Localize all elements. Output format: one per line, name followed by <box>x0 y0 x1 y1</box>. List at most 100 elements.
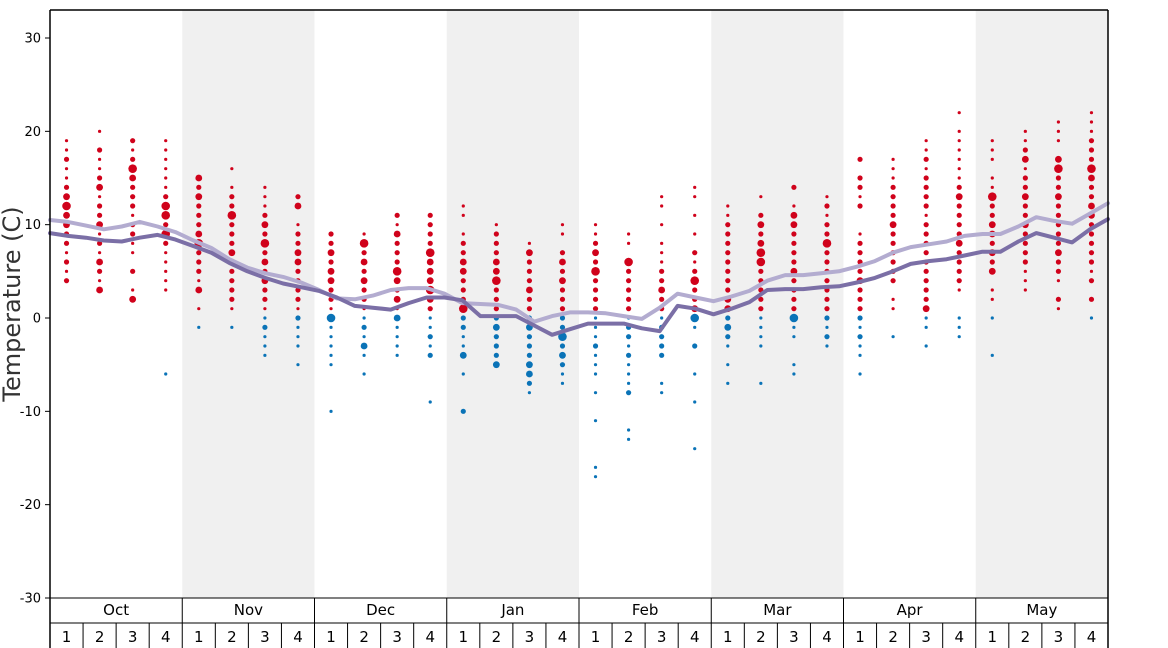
temperature-dot <box>130 194 136 200</box>
temperature-dot <box>1089 111 1094 115</box>
temperature-dot <box>262 324 268 330</box>
temperature-dot <box>164 260 168 264</box>
temperature-dot <box>660 316 664 320</box>
temperature-dot <box>625 287 632 293</box>
temperature-dot <box>97 279 102 283</box>
temperature-dot <box>329 353 333 357</box>
temperature-dot <box>1022 212 1028 218</box>
temperature-dot <box>792 335 796 339</box>
temperature-dot <box>493 296 499 302</box>
week-label: 2 <box>624 628 634 646</box>
temperature-dot <box>955 239 963 247</box>
temperature-dot <box>1089 120 1094 124</box>
temperature-dot <box>857 175 863 181</box>
temperature-dot <box>428 400 432 404</box>
temperature-dot <box>329 409 333 413</box>
month-label-may: May <box>1026 601 1057 619</box>
y-tick-label: 10 <box>24 218 41 233</box>
temperature-dot <box>956 259 962 265</box>
temperature-dot <box>857 184 863 190</box>
temperature-dot <box>559 306 566 312</box>
temperature-dot <box>560 223 565 227</box>
temperature-dot <box>492 323 500 331</box>
temperature-dot <box>230 307 234 311</box>
temperature-dot <box>692 268 698 274</box>
temperature-dot <box>592 343 599 349</box>
week-label: 1 <box>855 628 865 646</box>
week-label: 4 <box>558 628 568 646</box>
temperature-dot <box>890 231 896 237</box>
week-label: 1 <box>723 628 733 646</box>
temperature-dot <box>957 176 961 180</box>
temperature-dot <box>63 259 70 265</box>
temperature-dot <box>1022 250 1028 256</box>
temperature-dot <box>161 211 171 220</box>
temperature-dot <box>1088 240 1095 246</box>
temperature-dot <box>592 306 599 312</box>
temperature-dot <box>923 268 929 274</box>
temperature-dot <box>197 325 201 329</box>
temperature-dot <box>195 193 203 201</box>
temperature-dot <box>164 251 168 255</box>
temperature-dot <box>890 212 896 218</box>
temperature-dot <box>824 296 830 302</box>
temperature-dot <box>130 184 136 190</box>
temperature-dot <box>956 212 962 218</box>
temperature-dot <box>693 447 697 451</box>
temperature-dot <box>230 167 234 171</box>
temperature-dot <box>63 193 70 201</box>
y-axis-label: Temperature (C) <box>0 206 26 402</box>
temperature-dot <box>97 129 102 133</box>
temperature-dot <box>296 344 300 348</box>
temperature-dot <box>757 239 765 247</box>
temperature-dot <box>425 248 435 257</box>
temperature-dot <box>459 267 467 275</box>
temperature-dot <box>759 195 763 199</box>
temperature-dot <box>492 276 501 285</box>
temperature-dot <box>427 306 433 312</box>
temperature-dot <box>1022 259 1028 265</box>
week-label: 3 <box>789 628 799 646</box>
temperature-dot <box>693 232 697 236</box>
temperature-dot <box>130 268 136 274</box>
temperature-dot <box>294 202 302 210</box>
temperature-dot <box>361 324 367 330</box>
temperature-dot <box>492 267 500 275</box>
week-label: 4 <box>1087 628 1097 646</box>
temperature-dot <box>593 353 598 357</box>
temperature-dot <box>62 201 71 211</box>
temperature-dot <box>361 250 367 256</box>
temperature-dot <box>461 204 465 208</box>
temperature-dot <box>592 240 599 246</box>
temperature-dot <box>526 268 533 274</box>
temperature-dot <box>593 465 598 469</box>
week-label: 1 <box>194 628 204 646</box>
temperature-dot <box>626 372 631 376</box>
temperature-dot <box>459 351 467 359</box>
temperature-dot <box>625 352 632 358</box>
temperature-dot <box>725 315 731 321</box>
temperature-dot <box>262 287 268 293</box>
temperature-dot <box>592 296 599 302</box>
temperature-dot <box>426 267 434 275</box>
temperature-dot <box>1055 155 1062 163</box>
temperature-dot <box>130 231 136 237</box>
temperature-dot <box>1088 174 1095 182</box>
temperature-dot <box>559 324 566 330</box>
temperature-dot <box>395 353 399 357</box>
month-shade-mar <box>711 10 844 598</box>
temperature-dot <box>164 279 168 283</box>
temperature-dot <box>824 231 830 237</box>
week-label: 4 <box>161 628 171 646</box>
temperature-dot <box>195 230 203 238</box>
temperature-dot <box>756 248 766 257</box>
week-label: 3 <box>128 628 138 646</box>
temperature-dot <box>626 232 631 236</box>
temperature-dot <box>428 316 432 320</box>
temperature-dot <box>758 268 764 274</box>
temperature-dot <box>228 249 236 257</box>
temperature-dot <box>758 212 764 218</box>
temperature-dot <box>825 325 829 329</box>
temperature-dot <box>296 325 300 329</box>
temperature-dot <box>659 343 665 349</box>
